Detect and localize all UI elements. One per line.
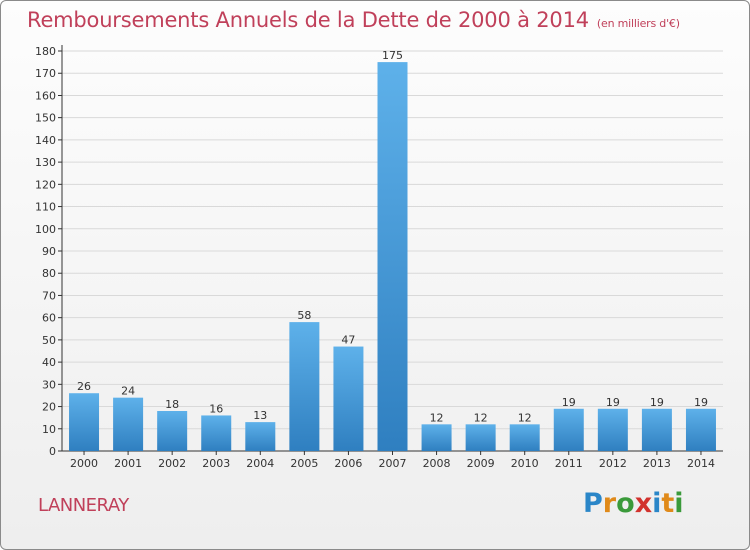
logo-letter: i <box>674 488 684 519</box>
data-label-2008: 12 <box>430 411 444 424</box>
x-tick-label-2008: 2008 <box>423 457 451 470</box>
bar-2001 <box>113 397 144 451</box>
logo-letter: P <box>583 488 603 519</box>
x-tick-label-2013: 2013 <box>643 457 671 470</box>
y-tick-label: 30 <box>42 378 56 391</box>
y-tick-label: 40 <box>42 356 56 369</box>
chart-title: Remboursements Annuels de la Dette de 20… <box>27 8 680 32</box>
y-tick-label: 160 <box>35 89 56 102</box>
y-tick-label: 70 <box>42 289 56 302</box>
x-tick-label-2007: 2007 <box>379 457 407 470</box>
y-tick-label: 180 <box>35 45 56 58</box>
logo-letter: i <box>652 488 662 519</box>
data-label-2011: 19 <box>562 396 576 409</box>
bar-2005 <box>289 322 320 451</box>
y-tick-label: 10 <box>42 423 56 436</box>
bar-2002 <box>157 411 188 451</box>
data-label-2003: 16 <box>209 402 223 415</box>
bar-2014 <box>685 408 716 451</box>
x-tick-label-2002: 2002 <box>158 457 186 470</box>
y-tick-label: 130 <box>35 156 56 169</box>
bar-2010 <box>509 424 540 451</box>
data-label-2005: 58 <box>297 309 311 322</box>
logo-letter: o <box>616 488 635 519</box>
x-tick-label-2004: 2004 <box>246 457 274 470</box>
bar-2003 <box>201 415 232 451</box>
y-tick-label: 20 <box>42 401 56 414</box>
data-label-2002: 18 <box>165 398 179 411</box>
x-tick-label-2009: 2009 <box>467 457 495 470</box>
y-tick-label: 140 <box>35 134 56 147</box>
bar-2009 <box>465 424 496 451</box>
chart-title-text: Remboursements Annuels de la Dette de 20… <box>27 8 589 32</box>
y-tick-label: 60 <box>42 312 56 325</box>
bar-2007 <box>377 62 408 451</box>
x-tick-label-2000: 2000 <box>70 457 98 470</box>
x-tick-label-2011: 2011 <box>555 457 583 470</box>
bar-2000 <box>69 393 100 451</box>
data-label-2000: 26 <box>77 380 91 393</box>
bar-2011 <box>553 408 584 451</box>
data-label-2013: 19 <box>650 396 664 409</box>
x-tick-label-2012: 2012 <box>599 457 627 470</box>
y-tick-label: 100 <box>35 223 56 236</box>
data-label-2009: 12 <box>474 411 488 424</box>
logo-letter: t <box>661 488 675 519</box>
y-tick-label: 150 <box>35 112 56 125</box>
x-tick-label-2005: 2005 <box>290 457 318 470</box>
x-tick-label-2003: 2003 <box>202 457 230 470</box>
x-tick-label-2010: 2010 <box>511 457 539 470</box>
proxiti-logo: Proxiti <box>583 488 684 519</box>
y-tick-label: 90 <box>42 245 56 258</box>
data-label-2001: 24 <box>121 385 135 398</box>
data-label-2010: 12 <box>518 411 532 424</box>
bar-2006 <box>333 346 364 451</box>
data-label-2014: 19 <box>694 396 708 409</box>
x-tick-label-2006: 2006 <box>334 457 362 470</box>
y-tick-label: 50 <box>42 334 56 347</box>
bar-2013 <box>641 408 672 451</box>
x-tick-label-2014: 2014 <box>687 457 715 470</box>
y-tick-label: 80 <box>42 267 56 280</box>
commune-name: LANNERAY <box>38 495 129 516</box>
bar-2012 <box>597 408 628 451</box>
data-label-2012: 19 <box>606 396 620 409</box>
y-tick-label: 120 <box>35 178 56 191</box>
chart-unit: (en milliers d'€) <box>596 17 680 30</box>
data-label-2004: 13 <box>253 409 267 422</box>
logo-letter: x <box>634 488 653 519</box>
x-tick-label-2001: 2001 <box>114 457 142 470</box>
data-label-2006: 47 <box>341 334 355 347</box>
y-tick-label: 0 <box>49 445 56 458</box>
bar-2004 <box>245 422 276 451</box>
y-tick-label: 170 <box>35 67 56 80</box>
y-tick-label: 110 <box>35 201 56 214</box>
logo-letter: r <box>602 488 617 519</box>
bar-2008 <box>421 424 452 451</box>
data-label-2007: 175 <box>382 49 403 62</box>
